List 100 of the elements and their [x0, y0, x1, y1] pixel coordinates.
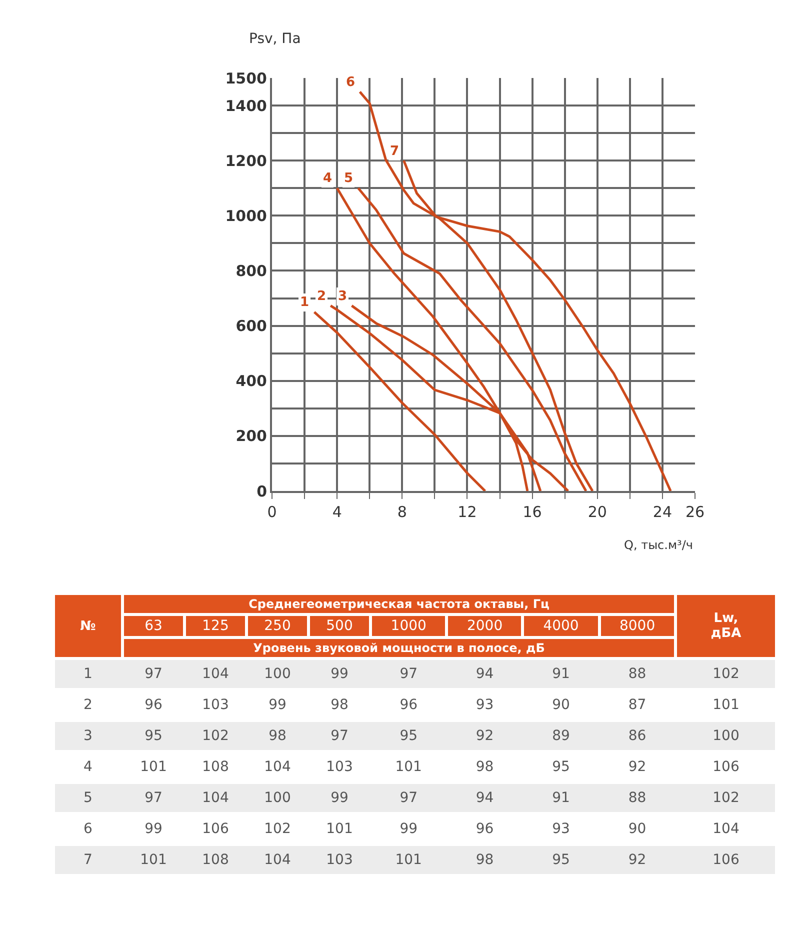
data-label: 95	[551, 758, 571, 777]
data-label: 90	[551, 696, 571, 715]
data-label: 104	[201, 789, 230, 808]
x-tick-label: 12	[458, 503, 477, 521]
data-label: 88	[627, 789, 648, 808]
x-tick-label: 26	[685, 503, 705, 521]
x-tick-label: 4000	[524, 616, 598, 636]
data-label: 103	[325, 758, 354, 777]
data-label: 93	[551, 820, 571, 839]
x-tick-label: 125	[186, 616, 245, 636]
data-label: 90	[627, 820, 648, 839]
data-label: 99	[330, 789, 350, 808]
data-label: 106	[712, 851, 740, 870]
y-axis-title: №	[55, 595, 121, 657]
data-label: 98	[330, 696, 350, 715]
y-tick-label: 1200	[225, 152, 267, 170]
data-label: 92	[627, 758, 648, 777]
data-label: 97	[398, 789, 419, 808]
y-tick-label: 4	[82, 758, 94, 777]
data-label: 102	[712, 665, 740, 684]
y-tick-label: 1400	[225, 96, 267, 115]
data-label: 103	[201, 696, 230, 715]
data-label: 96	[144, 696, 164, 715]
data-label: 87	[627, 696, 648, 715]
data-label: 101	[394, 851, 423, 870]
data-label: 101	[139, 758, 168, 777]
data-label: 94	[474, 789, 495, 808]
x-tick-label: 8000	[600, 616, 674, 636]
data-label: 104	[263, 851, 292, 870]
data-label: 98	[474, 851, 495, 870]
series-label: 2	[317, 289, 326, 304]
data-label: 106	[201, 820, 230, 839]
x-axis-title: Q, тыс.м³/ч	[624, 538, 693, 552]
data-label: 99	[330, 665, 350, 684]
series-label: 1	[300, 295, 310, 310]
line-series	[313, 310, 486, 491]
data-label: 104	[712, 820, 740, 839]
x-tick-label: 500	[310, 616, 369, 636]
data-label: 91	[551, 665, 571, 684]
y-axis-title: Psv, Па	[249, 31, 301, 47]
data-label: 106	[712, 758, 740, 777]
x-tick-label: 8	[397, 503, 407, 521]
y-tick-label: 3	[82, 727, 94, 746]
data-label: 86	[627, 727, 648, 746]
data-label: 98	[268, 727, 288, 746]
series-label: 5	[344, 171, 354, 186]
x-tick-label: 20	[588, 503, 607, 521]
y-tick-label: 7	[82, 851, 94, 870]
x-tick-label: 250	[248, 616, 307, 636]
y-tick-label: 0	[256, 482, 267, 500]
x-tick-label: 24	[652, 503, 672, 521]
series-label: 6	[346, 75, 356, 90]
data-label: 104	[263, 758, 292, 777]
data-label: 102	[201, 727, 230, 746]
data-label: 97	[144, 665, 164, 684]
y-tick-label: 1500	[225, 69, 267, 88]
series-label: 7	[390, 144, 400, 159]
data-label: 99	[268, 696, 288, 715]
data-label: 100	[712, 727, 740, 746]
data-label: 95	[551, 851, 571, 870]
x-tick-label: Lw, дБА	[677, 595, 775, 657]
data-label: 100	[263, 665, 292, 684]
data-label: 96	[474, 820, 495, 839]
data-label: 102	[263, 820, 292, 839]
data-label: 101	[139, 851, 168, 870]
series-label: 4	[323, 171, 332, 186]
data-label: 97	[144, 789, 164, 808]
data-label: 94	[474, 665, 495, 684]
data-label: 95	[398, 727, 419, 746]
data-label: 93	[474, 696, 495, 715]
data-label: 92	[627, 851, 648, 870]
y-tick-label: 6	[82, 820, 94, 839]
data-label: 92	[474, 727, 495, 746]
y-tick-label: 400	[236, 372, 267, 390]
data-label: 99	[144, 820, 164, 839]
x-tick-label: 4	[332, 503, 342, 521]
line-series	[356, 186, 588, 491]
data-label: 101	[712, 696, 740, 715]
y-tick-label: 2	[82, 696, 94, 715]
data-label: 98	[474, 758, 495, 777]
x-tick-label: 1000	[372, 616, 446, 636]
data-label: 96	[398, 696, 419, 715]
series-label: 3	[338, 289, 348, 304]
x-tick-label: 16	[522, 503, 542, 521]
y-tick-label: 1000	[225, 206, 267, 225]
data-label: 108	[201, 758, 230, 777]
data-label: 97	[330, 727, 350, 746]
data-label: 103	[325, 851, 354, 870]
x-axis-title: Среднегеометрическая частота октавы, Гц	[124, 595, 674, 613]
data-label: 101	[325, 820, 354, 839]
data-label: 99	[398, 820, 419, 839]
data-label: 95	[144, 727, 164, 746]
y-tick-label: 5	[82, 789, 94, 808]
x-tick-label: 2000	[448, 616, 522, 636]
data-label: 102	[712, 789, 740, 808]
data-label: 89	[551, 727, 571, 746]
data-label: 104	[201, 665, 230, 684]
y-tick-label: 200	[236, 427, 267, 446]
data-label: 108	[201, 851, 230, 870]
data-label: 91	[551, 789, 571, 808]
